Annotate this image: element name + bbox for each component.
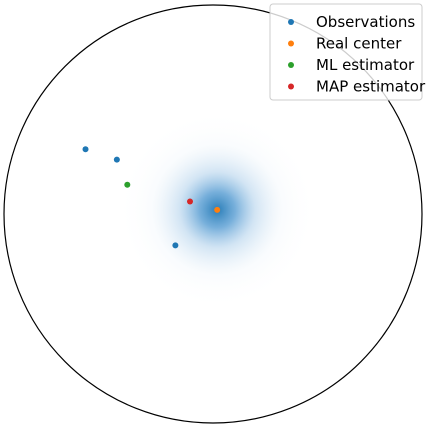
legend-marker-map-estimator [288, 83, 294, 90]
data-points [82, 146, 221, 249]
legend-marker-observations [288, 19, 294, 25]
legend: Observations Real center ML estimator MAP e… [269, 3, 426, 101]
legend-label-map-estimator: MAP estimator [316, 78, 426, 96]
legend-marker-ml-estimator [288, 62, 294, 68]
point-observations-0 [82, 146, 89, 153]
disk-boundary [3, 4, 423, 424]
legend-marker-real-center [288, 40, 294, 47]
point-map-estimator-0 [187, 198, 194, 205]
point-observations-2 [172, 242, 179, 249]
legend-label-real-center: Real center [316, 35, 402, 53]
legend-label-observations: Observations [316, 13, 415, 31]
point-ml-estimator-0 [124, 181, 131, 188]
point-real-center-0 [214, 206, 221, 213]
legend-label-ml-estimator: ML estimator [316, 56, 415, 74]
legend-frame [269, 3, 423, 101]
point-observations-1 [113, 156, 120, 163]
